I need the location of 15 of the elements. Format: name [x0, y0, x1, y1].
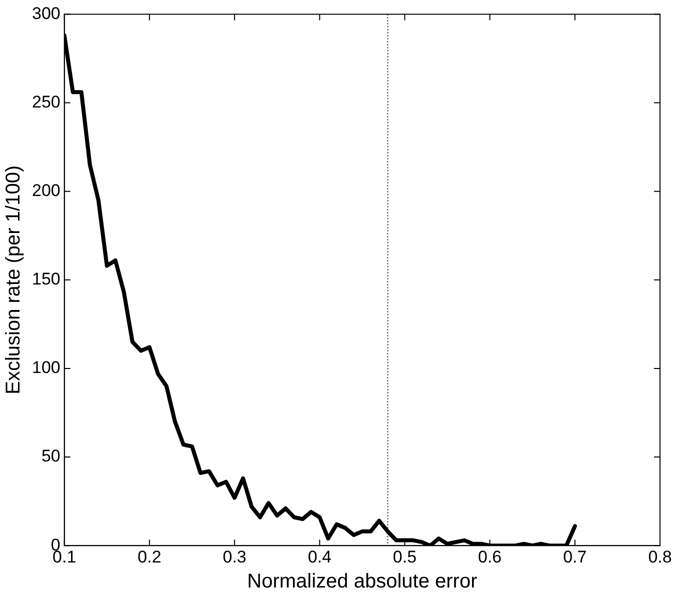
- y-tick-label: 200: [32, 181, 60, 200]
- x-tick-label: 0.6: [478, 547, 502, 566]
- x-tick-label: 0.8: [648, 547, 672, 566]
- x-tick-label: 0.7: [563, 547, 587, 566]
- y-tick-label: 250: [32, 92, 60, 112]
- x-tick-label: 0.5: [392, 547, 417, 566]
- y-tick-label: 150: [32, 270, 60, 289]
- x-axis-title: Normalized absolute error: [247, 570, 478, 593]
- y-axis-title: Exclusion rate (per 1/100): [2, 165, 25, 394]
- x-tick-label: 0.2: [138, 547, 162, 566]
- y-tick-label: 50: [41, 446, 60, 466]
- x-tick-label: 0.4: [308, 547, 332, 566]
- y-tick-label: 300: [32, 4, 60, 23]
- y-tick-label: 100: [32, 358, 60, 378]
- x-tick-label: 0.3: [222, 547, 246, 566]
